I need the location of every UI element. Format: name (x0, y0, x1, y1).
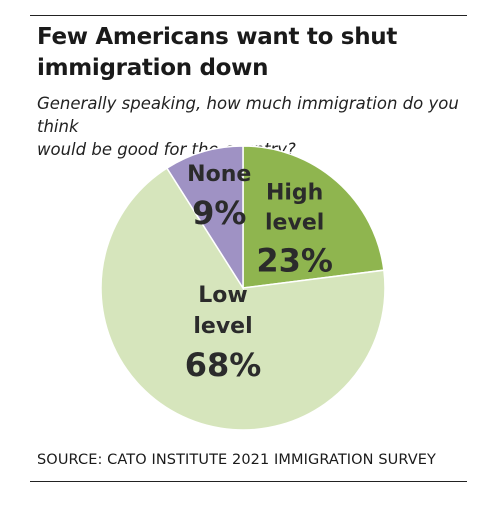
slice-label-low-level: level (193, 314, 252, 339)
chart-title: Few Americans want to shut immigration d… (37, 22, 467, 84)
slice-label-none: None (187, 162, 251, 187)
slice-label-low-level: Low (198, 283, 247, 308)
slice-label-high-level: High (266, 180, 323, 205)
slice-value-high-level: 23% (256, 241, 333, 279)
top-rule (30, 15, 467, 16)
slice-value-low-level: 68% (185, 346, 262, 384)
slice-value-none: 9% (192, 194, 246, 232)
pie-slice-low-level (100, 167, 386, 431)
chart-subtitle-line-1: Generally speaking, how much immigration… (37, 94, 459, 136)
pie-slice-high-level (242, 145, 385, 289)
slice-label-high-level: level (265, 210, 324, 235)
pie-slice-none (165, 145, 244, 291)
bottom-rule (30, 481, 467, 482)
chart-title-line-1: Few Americans want to shut (37, 24, 398, 50)
source-note: SOURCE: CATO INSTITUTE 2021 IMMIGRATION … (37, 452, 436, 468)
chart-title-line-2: immigration down (37, 55, 269, 81)
